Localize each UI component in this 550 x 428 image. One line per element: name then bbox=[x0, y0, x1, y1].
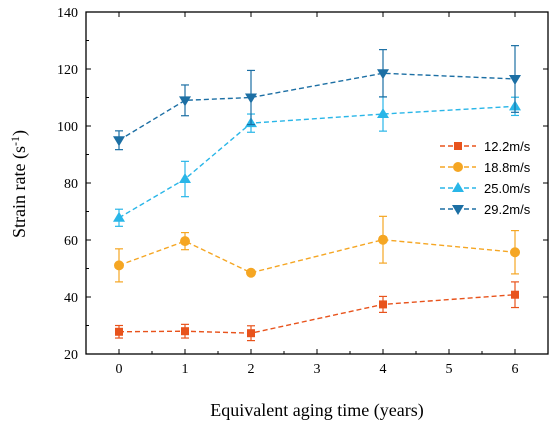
x-tick-label: 2 bbox=[248, 362, 255, 377]
series-line bbox=[118, 72, 516, 141]
legend-marker bbox=[452, 182, 464, 192]
data-point bbox=[245, 93, 257, 104]
y-tick-label: 80 bbox=[64, 177, 78, 192]
y-axis-title-superscript: -1 bbox=[8, 136, 22, 146]
data-point bbox=[113, 136, 125, 147]
series-line bbox=[118, 294, 516, 334]
data-point bbox=[114, 260, 124, 271]
legend-item-3: 29.2m/s bbox=[440, 202, 531, 217]
legend-label: 25.0m/s bbox=[484, 181, 531, 196]
legend-marker bbox=[452, 205, 464, 215]
data-point bbox=[179, 173, 191, 184]
legend-label: 12.2m/s bbox=[484, 139, 531, 154]
x-axis-title: Equivalent aging time (years) bbox=[210, 400, 423, 421]
series-0 bbox=[115, 281, 519, 342]
y-tick-label: 60 bbox=[64, 234, 78, 249]
data-point bbox=[378, 234, 388, 245]
legend: 12.2m/s 18.8m/s 25.0m/s 29.2m/s bbox=[440, 139, 531, 217]
x-tick-label: 0 bbox=[116, 362, 123, 377]
legend-marker bbox=[454, 142, 462, 150]
legend-item-1: 18.8m/s bbox=[440, 160, 531, 175]
data-point bbox=[379, 300, 387, 309]
data-point bbox=[181, 327, 189, 336]
series-layer bbox=[113, 45, 521, 342]
series-2 bbox=[113, 96, 521, 227]
y-tick-label: 40 bbox=[64, 291, 78, 306]
data-point bbox=[510, 247, 520, 258]
y-tick-label: 100 bbox=[57, 120, 78, 135]
data-point bbox=[377, 69, 389, 80]
y-axis-title-close: ) bbox=[9, 130, 30, 136]
y-axis-title-main: Strain rate (s bbox=[9, 146, 30, 238]
data-point bbox=[509, 74, 521, 85]
series-line bbox=[118, 239, 516, 274]
y-tick-label: 140 bbox=[57, 6, 78, 21]
data-point bbox=[247, 329, 255, 338]
data-point bbox=[246, 267, 256, 278]
legend-label: 18.8m/s bbox=[484, 160, 531, 175]
x-tick-label: 3 bbox=[314, 362, 321, 377]
series-line bbox=[118, 105, 516, 219]
series-1 bbox=[114, 215, 520, 283]
y-tick-label: 20 bbox=[64, 348, 78, 363]
legend-label: 29.2m/s bbox=[484, 202, 531, 217]
y-axis-title: Strain rate (s-1) bbox=[8, 130, 30, 238]
series-3 bbox=[113, 45, 521, 151]
x-tick-label: 6 bbox=[512, 362, 519, 377]
data-point bbox=[179, 96, 191, 107]
y-tick-label: 120 bbox=[57, 63, 78, 78]
data-point bbox=[511, 290, 519, 299]
data-point bbox=[377, 108, 389, 119]
legend-marker bbox=[453, 162, 463, 172]
data-point bbox=[180, 236, 190, 247]
plot-frame bbox=[85, 11, 549, 355]
legend-item-0: 12.2m/s bbox=[440, 139, 531, 154]
x-tick-label: 4 bbox=[380, 362, 387, 377]
axes: 0 1 2 3 4 5 6 20 40 60 80 100 120 140 bbox=[57, 6, 549, 377]
legend-item-2: 25.0m/s bbox=[440, 181, 531, 196]
x-tick-label: 1 bbox=[182, 362, 189, 377]
data-point bbox=[115, 327, 123, 336]
data-point bbox=[113, 211, 125, 222]
x-tick-label: 5 bbox=[446, 362, 453, 377]
